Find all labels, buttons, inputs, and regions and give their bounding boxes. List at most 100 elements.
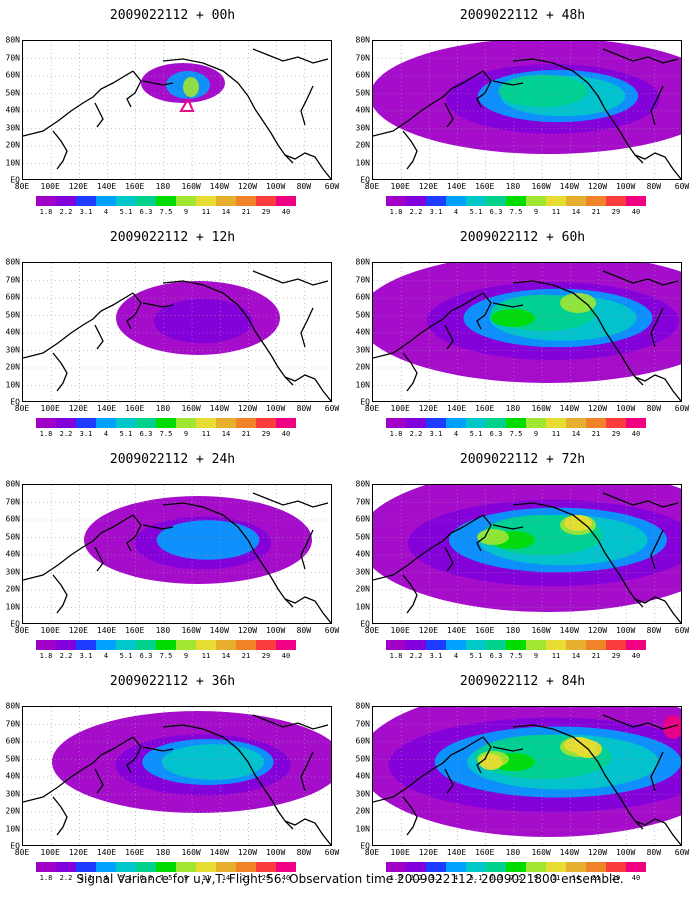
latitude-label: 70N	[5, 719, 20, 728]
panel-title: 2009022112 + 12h	[109, 230, 236, 245]
colorbar-label: 11	[201, 208, 211, 216]
colorbar-label: 7.5	[159, 430, 173, 438]
longitude-label: 80W	[646, 848, 662, 857]
colorbar-segment	[386, 196, 406, 206]
latitude-label: 70N	[5, 53, 20, 62]
panel-title: 2009022112 + 48h	[459, 8, 586, 23]
latitude-label: 80N	[5, 701, 20, 711]
colorbar-labels: 1.8 2.2 3.1 4 5.1 6.3 7.5 9 11 14 21 29 40	[36, 208, 296, 218]
latitude-label: 80N	[355, 35, 370, 45]
longitude-label: 120E	[68, 848, 88, 857]
longitude-label: 100E	[40, 626, 60, 635]
longitude-label: 100W	[265, 626, 286, 635]
colorbar-segment	[36, 196, 56, 206]
colorbar-label: 4	[453, 208, 459, 216]
colorbar-segment	[586, 196, 606, 206]
colorbar-label: 14	[221, 652, 231, 660]
longitude-label: 120E	[418, 182, 438, 191]
latitude-labels: 80N 70N 60N 50N 40N 30N 20N 10N EQ	[0, 702, 20, 851]
colorbar-segment	[196, 640, 216, 650]
longitude-label: 180	[505, 404, 521, 413]
latitude-label: 10N	[5, 380, 20, 389]
latitude-label: 50N	[355, 88, 370, 97]
colorbar-label: 2.2	[59, 652, 73, 660]
longitude-label: 160W	[531, 626, 551, 635]
colorbar-segment	[156, 640, 176, 650]
colorbar-segment	[566, 418, 586, 428]
colorbar-segment	[546, 418, 566, 428]
latitude-label: 80N	[355, 701, 370, 711]
colorbar-segment	[586, 640, 606, 650]
colorbar-label: 5.1	[119, 874, 133, 882]
colorbar-label: 21	[241, 652, 251, 660]
longitude-label: 120E	[418, 848, 438, 857]
latitude-label: EQ	[10, 619, 20, 629]
colorbar-label: 7.5	[159, 652, 173, 660]
colorbar-label: 4	[103, 652, 109, 660]
colorbar-label: 6.3	[139, 430, 153, 438]
map-frame: 80N 70N 60N 50N 40N 30N 20N 10N EQ 80E 100E 120E 140…	[6, 258, 340, 414]
longitude-label: 180	[155, 626, 171, 635]
panel-title: 2009022112 + 36h	[109, 674, 236, 689]
map-frame: 80N 70N 60N 50N 40N 30N 20N 10N EQ 80E 100E 120E 140…	[356, 258, 690, 414]
latitude-label: 10N	[355, 380, 370, 389]
colorbar-segment	[566, 196, 586, 206]
colorbar-segment	[96, 418, 116, 428]
colorbar-segment	[626, 640, 646, 650]
colorbar-label: 3.1	[429, 874, 443, 882]
longitude-label: 140E	[446, 182, 467, 191]
longitude-label: 80E	[364, 626, 380, 635]
latitude-label: 60N	[355, 514, 370, 524]
colorbar	[36, 418, 296, 428]
colorbar-labels: 1.8 2.2 3.1 4 5.1 6.3 7.5 9 11 14 21 29 40	[386, 430, 646, 440]
colorbar-label: 2.2	[59, 430, 73, 438]
latitude-label: 30N	[355, 123, 370, 132]
colorbar-segment	[196, 862, 216, 872]
colorbar-label: 6.3	[139, 874, 153, 882]
colorbar-segment	[136, 418, 156, 428]
colorbar-label: 7.5	[509, 652, 523, 660]
latitude-labels: 80N 70N 60N 50N 40N 30N 20N 10N EQ	[0, 258, 20, 407]
colorbar-label: 4	[453, 874, 459, 882]
longitude-label: 140E	[96, 404, 117, 413]
longitude-label: 140W	[559, 626, 579, 635]
colorbar-label: 14	[571, 208, 581, 216]
latitude-label: EQ	[360, 175, 370, 185]
latitude-label: 60N	[5, 70, 20, 80]
colorbar-segment	[236, 196, 256, 206]
colorbar-label: 1.8	[39, 652, 53, 660]
colorbar-segment	[76, 640, 96, 650]
latitude-label: 80N	[355, 257, 370, 267]
longitude-labels: 80E 100E 120E 140E 160E 180 160W 140W 120W 100W 80…	[365, 626, 689, 638]
colorbar-label: 7.5	[509, 208, 523, 216]
colorbar-segment	[116, 640, 136, 650]
longitude-labels: 80E 100E 120E 140E 160E 180 160W 140W 120W 100W 80…	[15, 404, 339, 416]
map-frame: 80N 70N 60N 50N 40N 30N 20N 10N EQ 80E 100E 120E 140…	[356, 702, 690, 858]
colorbar-segment	[136, 196, 156, 206]
colorbar-label: 1.8	[389, 874, 403, 882]
colorbar-label: 11	[201, 430, 211, 438]
latitude-label: 60N	[5, 514, 20, 524]
longitude-label: 140E	[446, 848, 467, 857]
latitude-labels: 80N 70N 60N 50N 40N 30N 20N 10N EQ	[350, 258, 370, 407]
colorbar-label: 29	[611, 430, 621, 438]
colorbar-segment	[546, 196, 566, 206]
colorbar-segment	[196, 418, 216, 428]
longitude-label: 80E	[14, 626, 30, 635]
colorbar-segment	[606, 640, 626, 650]
colorbar-segment	[116, 418, 136, 428]
colorbar-label: 1.8	[39, 430, 53, 438]
colorbar-segment	[216, 640, 236, 650]
colorbar-label: 9	[533, 430, 539, 438]
longitude-label: 100W	[615, 182, 636, 191]
colorbar-label: 40	[281, 652, 291, 660]
colorbar-label: 3.1	[429, 208, 443, 216]
colorbar-label: 5.1	[469, 874, 483, 882]
colorbar-segment	[276, 640, 296, 650]
longitude-label: 100W	[615, 626, 636, 635]
longitude-label: 160W	[531, 404, 551, 413]
latitude-label: 10N	[355, 158, 370, 167]
longitude-label: 120W	[237, 626, 258, 635]
longitude-label: 160E	[125, 848, 145, 857]
colorbar-label: 5.1	[119, 208, 133, 216]
